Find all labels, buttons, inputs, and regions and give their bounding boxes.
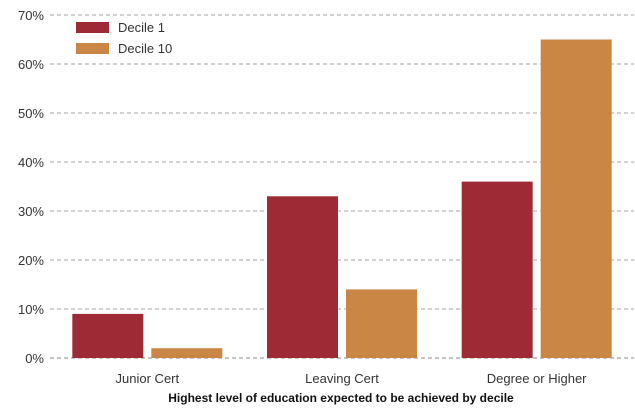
x-axis-title: Highest level of education expected to b… <box>168 391 514 405</box>
y-tick-label-20: 20% <box>18 253 44 268</box>
y-tick-label-0: 0% <box>25 351 44 366</box>
bar-decile-1-junior-cert <box>72 313 144 358</box>
y-tick-label-40: 40% <box>18 155 44 170</box>
x-tick-label-degree-or-higher: Degree or Higher <box>487 371 587 386</box>
bar-decile-1-degree-or-higher <box>461 181 533 358</box>
gridlines <box>50 14 634 359</box>
legend-swatch-decile-10 <box>76 43 109 54</box>
y-tick-label-70: 70% <box>18 8 44 23</box>
bar-decile-10-leaving-cert <box>346 289 417 358</box>
x-tick-label-junior-cert: Junior Cert <box>116 371 180 386</box>
y-tick-label-30: 30% <box>18 204 44 219</box>
legend-label-decile-10: Decile 10 <box>118 41 172 56</box>
legend: Decile 1 Decile 10 <box>76 20 172 56</box>
legend-label-decile-1: Decile 1 <box>118 20 165 35</box>
y-axis-tick-labels: 0% 10% 20% 30% 40% 50% 60% 70% <box>18 8 44 366</box>
legend-swatch-decile-1 <box>76 22 109 33</box>
bars <box>72 39 612 358</box>
y-tick-label-50: 50% <box>18 106 44 121</box>
bar-decile-1-leaving-cert <box>267 196 338 358</box>
bar-decile-10-junior-cert <box>151 348 223 358</box>
y-tick-label-60: 60% <box>18 57 44 72</box>
x-tick-label-leaving-cert: Leaving Cert <box>305 371 379 386</box>
bar-decile-10-degree-or-higher <box>540 39 612 358</box>
y-tick-label-10: 10% <box>18 302 44 317</box>
x-axis-category-labels: Junior Cert Leaving Cert Degree or Higher <box>116 371 588 386</box>
